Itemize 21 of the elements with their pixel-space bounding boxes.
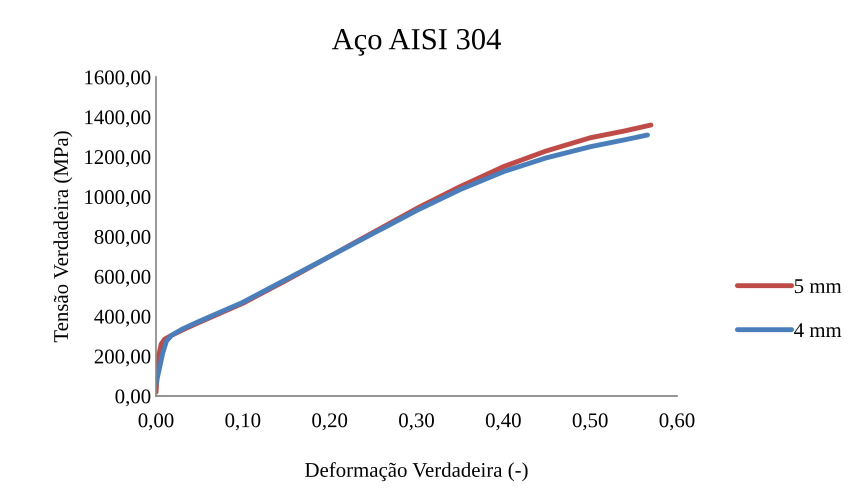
y-tick-label: 1000,00	[85, 190, 150, 208]
x-tick-label: 0,30	[399, 413, 434, 430]
x-tick-label: 0,20	[312, 413, 348, 430]
y-tick-label: 200,00	[94, 350, 150, 367]
x-tick-label: 0,00	[138, 413, 174, 430]
chart-title: Aço AISI 304	[332, 28, 501, 56]
y-tick-label: 600,00	[94, 270, 150, 287]
y-tick-label: 1400,00	[85, 110, 150, 128]
x-tick-label: 0,40	[486, 413, 521, 430]
y-tick-label: 0,00	[115, 389, 150, 406]
y-tick-label: 1200,00	[85, 150, 150, 168]
x-tick-label: 0,50	[572, 413, 608, 430]
y-tick-label: 800,00	[94, 230, 150, 247]
x-tick-label: 0,60	[660, 413, 694, 430]
legend-label: 4 mm	[794, 323, 842, 337]
y-tick-label: 400,00	[94, 310, 150, 327]
x-axis-title: Deformação Verdadeira (-)	[305, 462, 528, 482]
y-axis-title: Tensão Verdadeira (MPa)	[53, 131, 72, 342]
y-tick-label: 1600,00	[85, 70, 150, 88]
legend-label: 5 mm	[794, 279, 842, 294]
x-tick-label: 0,10	[225, 413, 260, 430]
